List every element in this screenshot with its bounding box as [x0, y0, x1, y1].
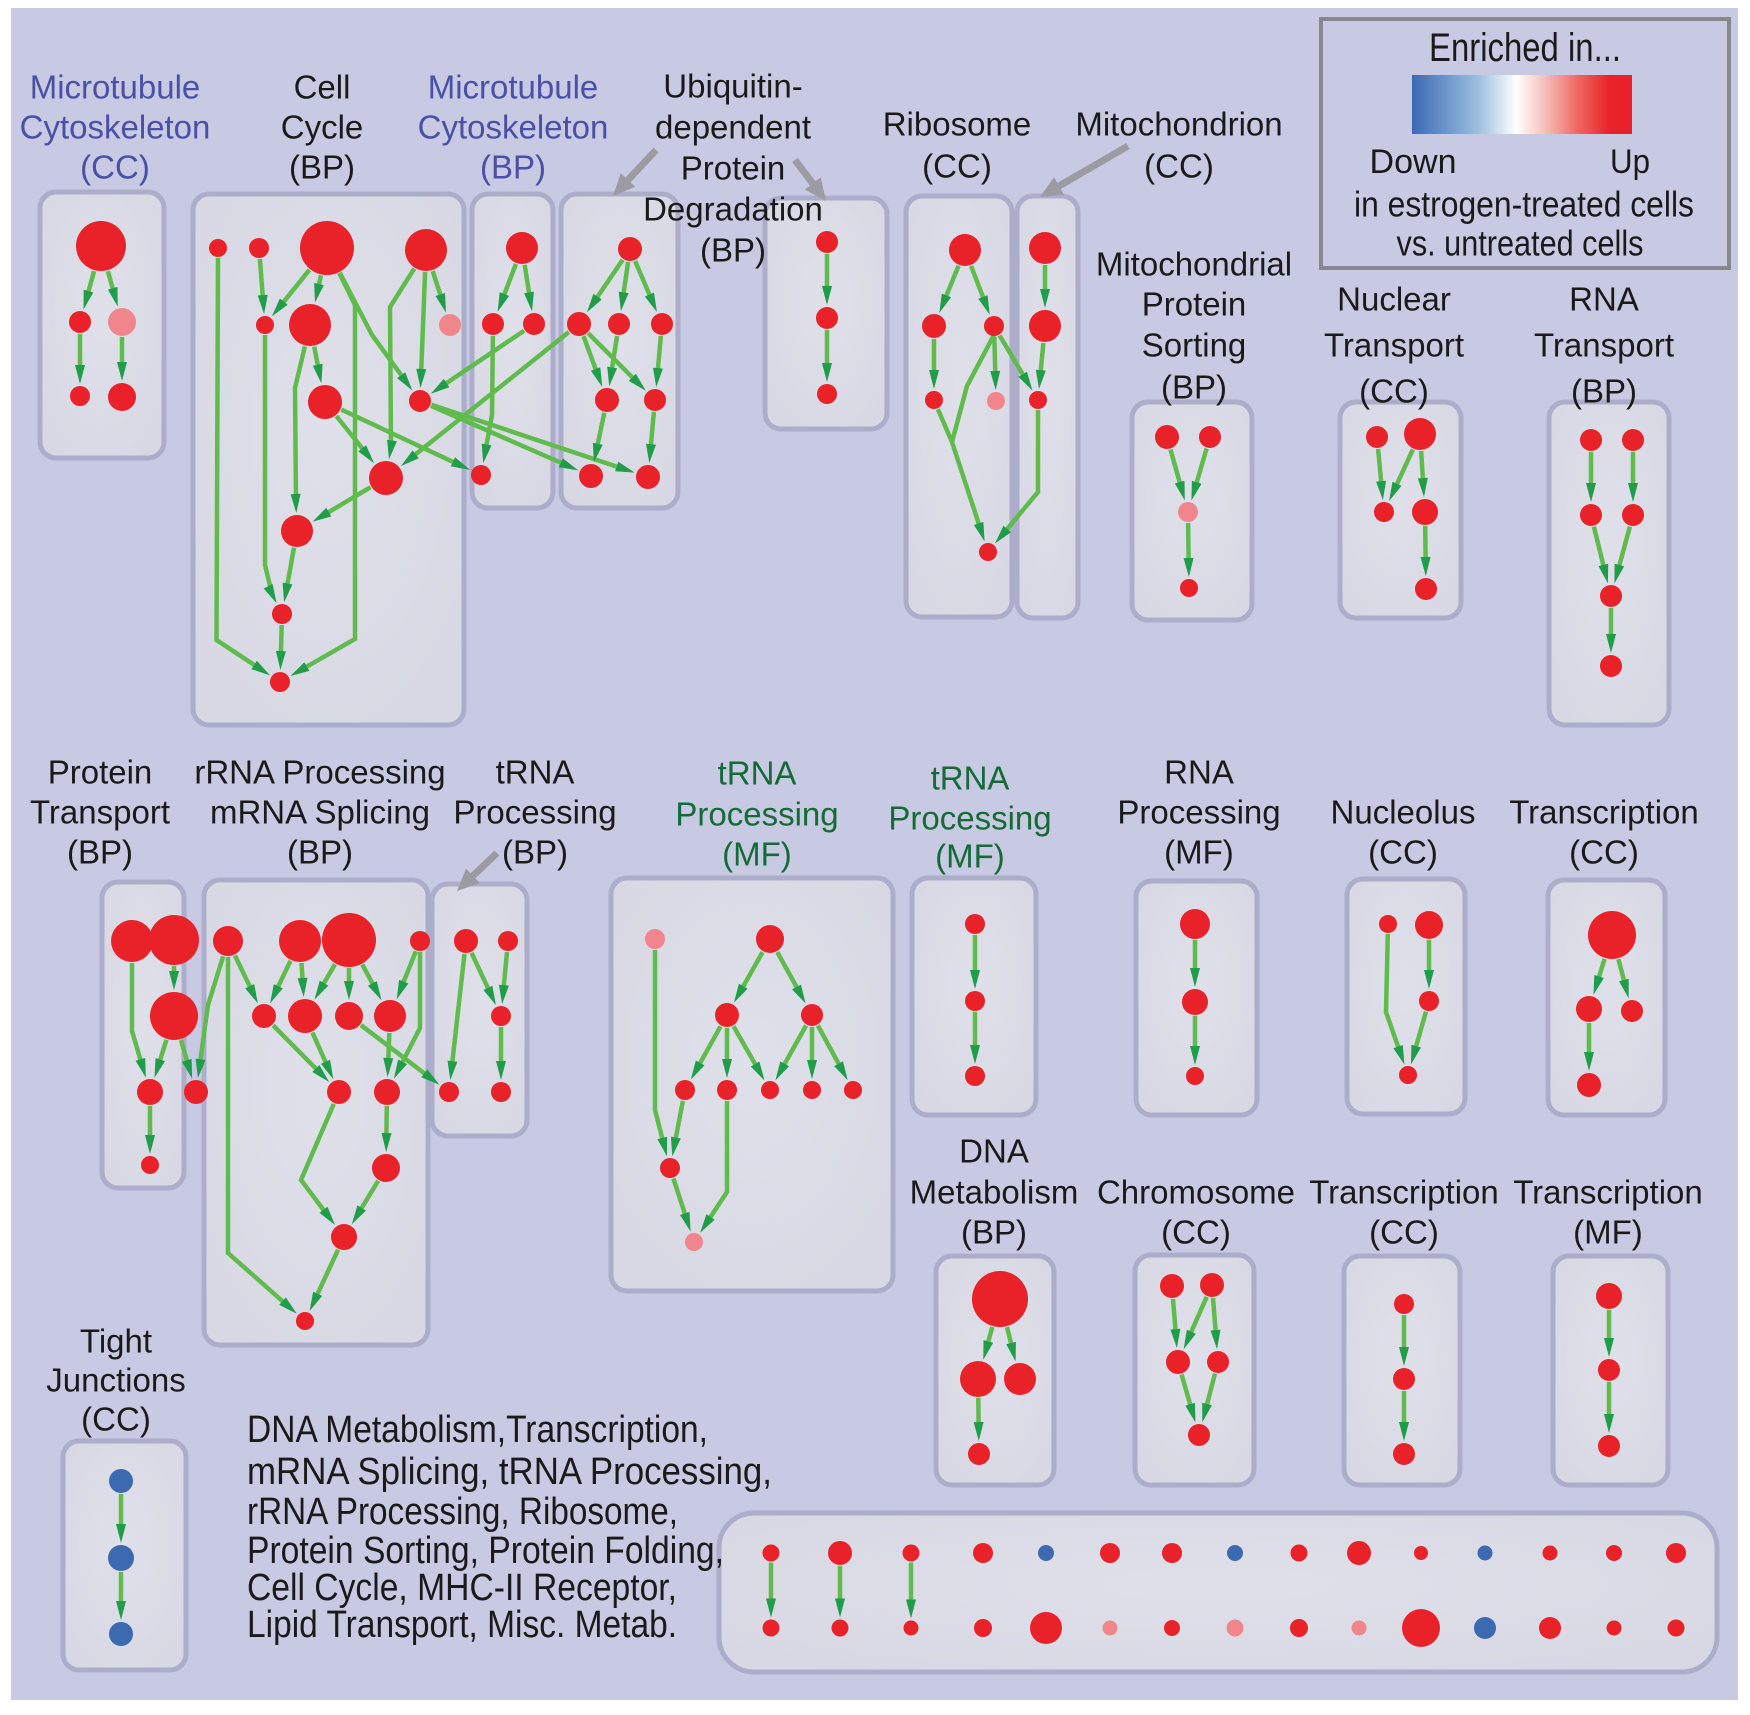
svg-text:Up: Up [1610, 143, 1650, 181]
svg-text:(MF): (MF) [722, 836, 792, 873]
svg-text:Protein Sorting, Protein Foldi: Protein Sorting, Protein Folding, [247, 1530, 724, 1572]
svg-text:Nuclear: Nuclear [1337, 281, 1451, 318]
svg-text:Down: Down [1370, 143, 1457, 181]
svg-text:Junctions: Junctions [46, 1362, 185, 1399]
svg-text:Cytoskeleton: Cytoskeleton [20, 109, 211, 146]
svg-text:mRNA Splicing, tRNA Processing: mRNA Splicing, tRNA Processing, [247, 1451, 772, 1493]
svg-text:Processing: Processing [675, 796, 838, 833]
svg-text:Microtubule: Microtubule [428, 69, 599, 106]
svg-text:tRNA: tRNA [931, 760, 1010, 797]
svg-text:RNA: RNA [1569, 281, 1639, 318]
svg-text:(CC): (CC) [1144, 148, 1214, 185]
svg-text:Transcription: Transcription [1509, 794, 1699, 831]
svg-text:Protein: Protein [1142, 286, 1247, 323]
svg-text:(BP): (BP) [67, 834, 133, 871]
svg-text:(CC): (CC) [1161, 1214, 1231, 1251]
svg-text:Cell: Cell [294, 69, 351, 106]
svg-text:Cell Cycle, MHC-II Receptor,: Cell Cycle, MHC-II Receptor, [247, 1567, 677, 1609]
svg-text:(BP): (BP) [289, 149, 355, 186]
svg-text:in estrogen-treated cells: in estrogen-treated cells [1354, 184, 1694, 225]
svg-text:(CC): (CC) [81, 1401, 151, 1438]
svg-text:(MF): (MF) [1164, 834, 1234, 871]
svg-text:Mitochondrion: Mitochondrion [1075, 106, 1282, 143]
svg-text:Microtubule: Microtubule [30, 69, 201, 106]
svg-text:Sorting: Sorting [1142, 327, 1247, 364]
svg-text:Cycle: Cycle [281, 109, 364, 146]
svg-text:Processing: Processing [888, 800, 1051, 837]
svg-text:(CC): (CC) [1369, 1214, 1439, 1251]
svg-text:Tight: Tight [80, 1323, 152, 1360]
svg-text:(MF): (MF) [1573, 1214, 1643, 1251]
svg-text:tRNA: tRNA [496, 754, 575, 791]
svg-text:(CC): (CC) [1569, 834, 1639, 871]
svg-text:Transcription: Transcription [1309, 1174, 1499, 1211]
svg-text:Processing: Processing [1117, 794, 1280, 831]
svg-text:Transport: Transport [1534, 327, 1674, 364]
svg-text:(CC): (CC) [1359, 373, 1429, 410]
svg-text:Lipid Transport, Misc. Metab.: Lipid Transport, Misc. Metab. [247, 1604, 677, 1646]
svg-text:tRNA: tRNA [718, 755, 797, 792]
svg-text:(BP): (BP) [961, 1214, 1027, 1251]
svg-text:(CC): (CC) [80, 149, 150, 186]
svg-text:Chromosome: Chromosome [1097, 1174, 1295, 1211]
svg-text:(MF): (MF) [935, 838, 1005, 875]
svg-text:Transcription: Transcription [1513, 1174, 1703, 1211]
svg-text:(CC): (CC) [1368, 834, 1438, 871]
svg-text:Processing: Processing [453, 794, 616, 831]
svg-text:Metabolism: Metabolism [910, 1174, 1079, 1211]
svg-text:Cytoskeleton: Cytoskeleton [418, 109, 609, 146]
svg-text:rRNA Processing, Ribosome,: rRNA Processing, Ribosome, [247, 1491, 678, 1533]
svg-text:Degradation: Degradation [643, 191, 823, 228]
svg-text:Mitochondrial: Mitochondrial [1096, 246, 1292, 283]
svg-text:(BP): (BP) [287, 834, 353, 871]
svg-text:rRNA Processing: rRNA Processing [194, 754, 445, 791]
svg-text:mRNA Splicing: mRNA Splicing [210, 794, 430, 831]
svg-text:(BP): (BP) [700, 232, 766, 269]
svg-text:(BP): (BP) [480, 149, 546, 186]
svg-text:(CC): (CC) [922, 148, 992, 185]
svg-text:Ubiquitin-: Ubiquitin- [663, 68, 802, 105]
svg-text:(BP): (BP) [1161, 369, 1227, 406]
svg-text:Transport: Transport [30, 794, 170, 831]
svg-text:DNA: DNA [959, 1133, 1029, 1170]
svg-text:Protein: Protein [681, 150, 786, 187]
svg-text:Ribosome: Ribosome [883, 106, 1032, 143]
svg-text:RNA: RNA [1164, 754, 1234, 791]
svg-text:DNA Metabolism,Transcription,: DNA Metabolism,Transcription, [247, 1409, 708, 1451]
svg-text:(BP): (BP) [502, 834, 568, 871]
svg-text:Enriched in...: Enriched in... [1429, 26, 1621, 70]
svg-text:Transport: Transport [1324, 327, 1464, 364]
svg-text:dependent: dependent [655, 109, 811, 146]
svg-text:Nucleolus: Nucleolus [1331, 794, 1476, 831]
svg-text:Protein: Protein [48, 754, 153, 791]
svg-text:vs. untreated cells: vs. untreated cells [1397, 223, 1644, 264]
svg-text:(BP): (BP) [1571, 373, 1637, 410]
